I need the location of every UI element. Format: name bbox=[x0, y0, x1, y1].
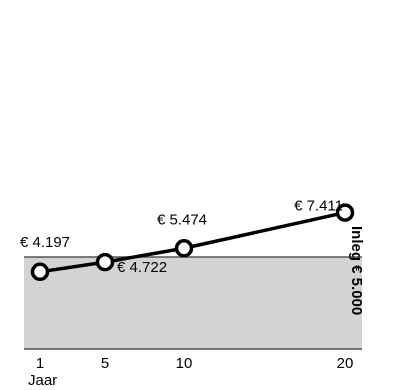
data-value-label: € 4.197 bbox=[20, 234, 70, 251]
series-line bbox=[39, 210, 346, 274]
data-point bbox=[30, 262, 50, 282]
x-axis-ticks: 1 5 10 20 bbox=[36, 355, 354, 372]
x-tick-label: 1 bbox=[36, 355, 44, 372]
data-points bbox=[30, 203, 355, 282]
x-tick-label: 20 bbox=[337, 355, 354, 372]
x-tick-label: 5 bbox=[101, 355, 109, 372]
deposit-area bbox=[24, 257, 362, 349]
data-value-label: € 4.722 bbox=[117, 259, 167, 276]
deposit-label: Inleg € 5.000 bbox=[348, 226, 365, 315]
x-tick-label: 10 bbox=[176, 355, 193, 372]
data-point bbox=[95, 252, 115, 272]
data-labels: € 4.197 € 4.722 € 5.474 € 7.411 bbox=[20, 198, 343, 277]
data-point bbox=[335, 203, 355, 222]
x-axis-label: Jaar bbox=[28, 372, 57, 389]
data-point bbox=[174, 239, 194, 258]
data-value-label: € 7.411 bbox=[294, 198, 343, 215]
data-value-label: € 5.474 bbox=[157, 211, 207, 228]
